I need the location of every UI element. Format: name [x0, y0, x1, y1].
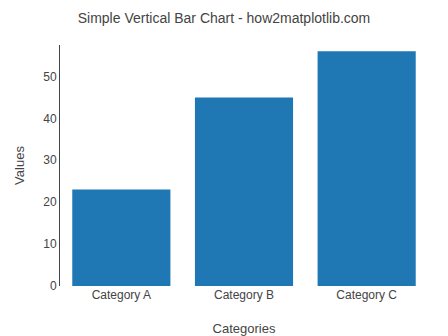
svg-text:Category C: Category C	[336, 288, 397, 302]
svg-text:Category B: Category B	[214, 288, 274, 302]
svg-text:10: 10	[43, 237, 57, 251]
svg-text:Category A: Category A	[92, 288, 151, 302]
svg-text:Categories: Categories	[213, 321, 276, 336]
svg-text:0: 0	[50, 279, 57, 293]
svg-text:Values: Values	[12, 146, 27, 185]
svg-text:20: 20	[43, 195, 57, 209]
svg-text:50: 50	[43, 70, 57, 84]
svg-text:30: 30	[43, 153, 57, 167]
svg-text:Simple Vertical Bar Chart - ho: Simple Vertical Bar Chart - how2matplotl…	[78, 10, 371, 26]
svg-text:40: 40	[43, 112, 57, 126]
